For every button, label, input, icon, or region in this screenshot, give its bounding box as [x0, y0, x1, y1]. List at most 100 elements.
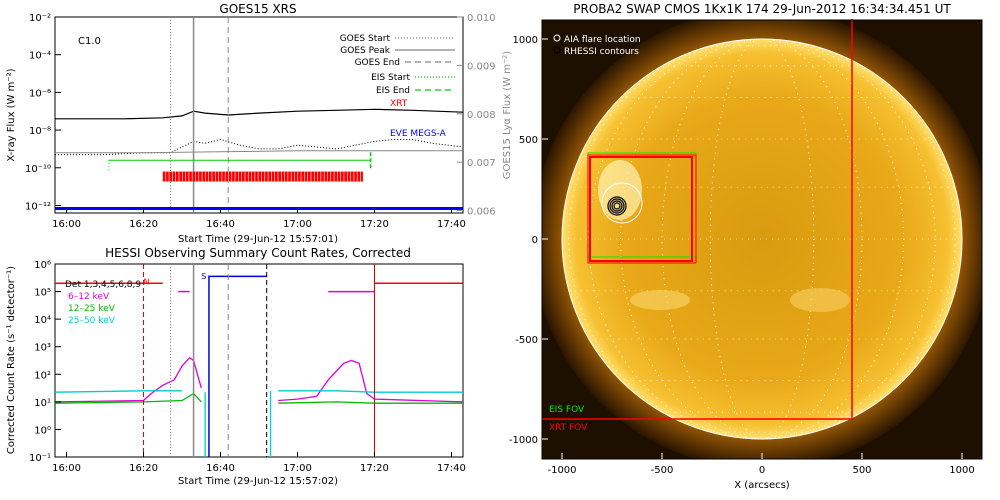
swap-title: PROBA2 SWAP CMOS 1Kx1K 174 29-Jun-2012 1… [573, 2, 951, 16]
grid-longitude-line [588, 38, 936, 440]
hessi-series-line [54, 392, 202, 404]
aia-legend-symbol [553, 34, 561, 42]
goes-ytick-label: 10⁻¹² [25, 201, 51, 212]
goes-xtick-label: 17:20 [360, 219, 389, 230]
rhessi-contour [611, 200, 623, 212]
swap-xtick-label: 1000 [949, 465, 974, 476]
goes-xlabel: Start Time (29-Jun-12 15:57:01) [178, 234, 338, 245]
rhessi-contour [609, 198, 625, 214]
goes-class-label: C1.0 [78, 36, 101, 47]
goes-ytick-label: 10⁻⁴ [29, 51, 51, 62]
xrt-fov-label: XRT FOV [549, 423, 588, 433]
hessi-ytick-label: 10⁶ [34, 260, 51, 271]
goes-lyman-alpha-line [55, 150, 463, 154]
xrt-fov-box-outer [587, 154, 697, 264]
goes-ytick-label: 10⁻¹⁰ [25, 164, 51, 175]
hessi-xtick-label: 17:20 [360, 463, 389, 474]
rhessi-contour [613, 202, 621, 210]
eve-megs-bar [55, 207, 463, 210]
hessi-plot-frame [54, 263, 464, 458]
goes-xtick-label: 16:20 [129, 219, 158, 230]
goes-right-ytick-label: 0.006 [467, 207, 496, 218]
goes-ytick-label: 10⁻² [29, 13, 51, 24]
goes-right-ytick-label: 0.007 [467, 158, 496, 169]
goes-legend-label: EIS Start [371, 73, 410, 83]
goes-ylabel-right: GOES15 Lyα Flux (W m⁻²) [502, 51, 513, 179]
xrt-fov-large-box [542, 19, 853, 420]
swap-ytick-label: -500 [515, 335, 538, 346]
goes-legend-label: GOES End [355, 58, 400, 68]
hessi-legend-label: 25–50 keV [68, 316, 116, 326]
goes-right-ytick-label: 0.008 [467, 110, 496, 121]
hessi-ytick-label: 10³ [34, 343, 51, 354]
swap-xtick-label: 500 [852, 465, 871, 476]
hessi-ytick-label: 10⁵ [34, 288, 51, 299]
hessi-legend-label: 6–12 keV [68, 292, 110, 302]
aia-legend-label: AIA flare location [564, 35, 641, 45]
swap-panel: PROBA2 SWAP CMOS 1Kx1K 174 29-Jun-2012 1… [509, 2, 983, 491]
swap-xtick-label: -1000 [547, 465, 576, 476]
hessi-xtick-label: 17:40 [437, 463, 466, 474]
hessi-ytick-label: 10² [34, 370, 51, 381]
swap-ytick-label: -1000 [509, 435, 538, 446]
hessi-ylabel: Corrected Count Rate (s⁻¹ detector⁻¹) [6, 266, 17, 454]
grid-longitude-line [709, 38, 815, 440]
swap-xtick-label: -500 [651, 465, 674, 476]
hessi-ytick-label: 10⁰ [34, 425, 51, 436]
goes-ytick-label: 10⁻⁸ [29, 126, 51, 137]
grid-longitude-line [620, 38, 904, 440]
hessi-xtick-label: 16:20 [129, 463, 158, 474]
hessi-series-line [278, 401, 463, 404]
rhessi-contour [607, 196, 627, 216]
hessi-detector-label: Det 1,3,4,5,6,8,9 [65, 280, 141, 290]
goes-panel: GOES15 XRS C1.0 EVE MEGS-A XRT GOES Star… [6, 2, 513, 245]
goes-xtick-label: 17:00 [283, 219, 312, 230]
goes-xtick-label: 17:40 [437, 219, 466, 230]
goes-short-channel-line [55, 138, 464, 156]
active-region-south [630, 290, 690, 310]
goes-legend-label: GOES Start [340, 34, 391, 44]
active-region-bright [598, 160, 642, 220]
goes-right-ytick-label: 0.010 [467, 13, 496, 24]
swap-xtick-label: 0 [759, 465, 765, 476]
rhessi-legend-label: RHESSI contours [564, 47, 639, 57]
goes-long-channel-line [55, 108, 464, 120]
hessi-night-label: N [144, 278, 150, 287]
hessi-saa-label: S [201, 272, 206, 281]
hessi-series-line [54, 390, 182, 393]
goes-ytick-label: 10⁻⁶ [29, 88, 51, 99]
swap-ytick-label: 0 [532, 235, 538, 246]
hessi-xlabel: Start Time (29-Jun-12 15:57:02) [178, 476, 338, 487]
hessi-series-line [54, 356, 202, 403]
hessi-legend-label: 12–25 keV [68, 304, 116, 314]
goes-legend-label: EIS End [376, 86, 410, 96]
hessi-ytick-label: 10⁻¹ [29, 453, 51, 464]
xrt-label: XRT [390, 99, 408, 109]
active-region-southeast [790, 288, 850, 312]
xrt-fov-box-inner [589, 156, 693, 262]
goes-xtick-label: 16:40 [206, 219, 235, 230]
hessi-saa-flag [208, 275, 267, 457]
hessi-ytick-label: 10¹ [34, 398, 51, 409]
hessi-series-line [278, 390, 463, 393]
sun-disk [562, 39, 962, 439]
grid-longitude-line [568, 38, 956, 440]
hessi-title: HESSI Observing Summary Count Rates, Cor… [105, 246, 411, 260]
goes-plot-frame [54, 16, 464, 214]
heliographic-grid [562, 38, 962, 440]
goes-right-ytick-label: 0.009 [467, 61, 496, 72]
hessi-series-line [278, 359, 464, 403]
eve-label: EVE MEGS-A [390, 129, 447, 139]
hessi-xtick-label: 17:00 [283, 463, 312, 474]
aia-flare-location-circle [601, 182, 643, 224]
swap-ytick-label: 1000 [513, 35, 538, 46]
hessi-ytick-label: 10⁴ [34, 315, 51, 326]
rhessi-legend-symbol [553, 46, 561, 54]
goes-title: GOES15 XRS [219, 2, 296, 16]
goes-xtick-label: 16:00 [52, 219, 81, 230]
swap-xlabel: X (arcsecs) [734, 480, 790, 491]
hessi-xtick-label: 16:00 [52, 463, 81, 474]
goes-legend-label: GOES Peak [340, 46, 390, 56]
swap-ytick-label: 500 [519, 135, 538, 146]
